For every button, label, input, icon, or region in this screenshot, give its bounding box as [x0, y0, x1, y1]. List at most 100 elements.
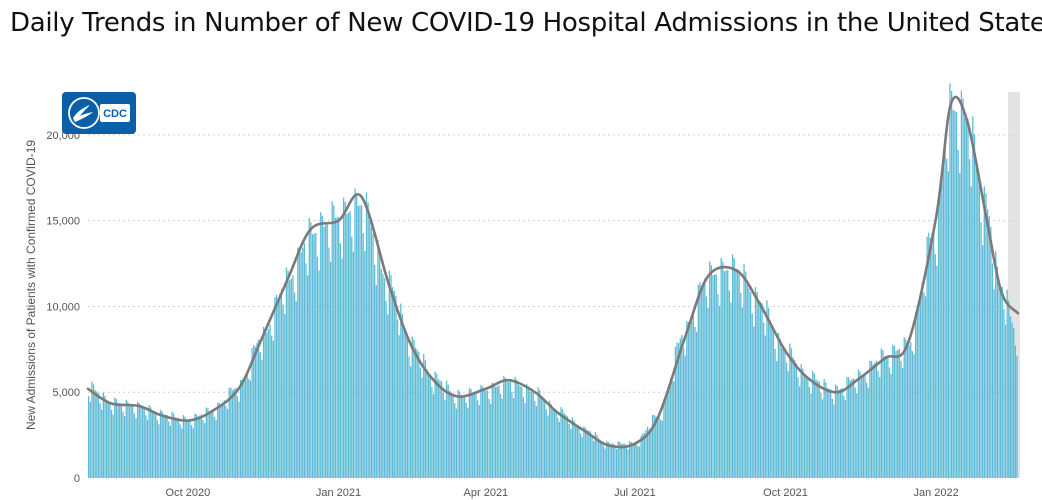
- daily-bar: [627, 449, 629, 478]
- daily-bar: [166, 414, 168, 478]
- daily-bar: [530, 391, 533, 478]
- daily-bar: [450, 392, 453, 478]
- daily-bar: [490, 403, 492, 478]
- daily-bar: [141, 407, 144, 478]
- daily-bar: [952, 109, 954, 478]
- daily-bar: [411, 336, 413, 478]
- daily-bar: [140, 406, 142, 478]
- daily-bar: [823, 379, 825, 478]
- daily-bar: [97, 393, 100, 478]
- daily-bar: [887, 355, 889, 478]
- daily-bar: [661, 420, 663, 478]
- daily-bar: [568, 423, 570, 478]
- daily-bar: [849, 380, 851, 478]
- daily-bar: [617, 441, 619, 478]
- daily-bar: [213, 417, 216, 478]
- daily-bar: [512, 398, 515, 478]
- daily-bar: [145, 415, 147, 478]
- daily-bar: [1000, 285, 1002, 478]
- daily-bar: [481, 386, 484, 478]
- daily-bar: [648, 429, 650, 478]
- daily-bar: [558, 421, 560, 478]
- daily-bar: [181, 428, 183, 478]
- daily-bar: [439, 380, 441, 478]
- daily-bar: [222, 402, 224, 478]
- daily-bar: [875, 360, 878, 478]
- daily-bar: [673, 381, 675, 478]
- daily-bar: [338, 217, 340, 479]
- daily-bar: [857, 369, 860, 478]
- cdc-logo-text: CDC: [103, 108, 127, 120]
- daily-bar: [622, 443, 624, 478]
- daily-bar: [511, 391, 513, 478]
- daily-bar: [991, 263, 994, 478]
- daily-bar: [436, 373, 438, 478]
- daily-bar: [457, 389, 459, 478]
- daily-bar: [959, 172, 961, 478]
- daily-bar: [1013, 327, 1015, 478]
- daily-bar: [313, 233, 315, 478]
- daily-bar: [257, 339, 260, 478]
- daily-bar: [92, 384, 95, 478]
- daily-bar: [722, 261, 724, 478]
- daily-bar: [910, 341, 912, 478]
- daily-bar: [789, 343, 791, 478]
- daily-bar: [792, 357, 794, 478]
- daily-bar: [612, 443, 614, 478]
- daily-bar: [678, 343, 680, 478]
- daily-bar: [454, 403, 456, 478]
- daily-bar: [601, 441, 603, 478]
- daily-bar: [805, 376, 807, 478]
- daily-bar: [122, 411, 124, 478]
- daily-bar: [326, 223, 328, 478]
- daily-bar: [321, 215, 324, 479]
- daily-bar: [877, 371, 879, 478]
- daily-bar: [934, 254, 936, 478]
- daily-bar: [555, 410, 557, 478]
- daily-bar: [635, 443, 637, 478]
- daily-bar: [452, 393, 454, 478]
- daily-bar: [872, 364, 874, 478]
- daily-bar: [756, 292, 758, 478]
- daily-bar: [352, 251, 355, 478]
- daily-bar: [807, 376, 809, 478]
- daily-bar: [393, 290, 395, 478]
- daily-bar: [323, 226, 325, 478]
- daily-bar: [712, 275, 714, 478]
- daily-bar: [403, 328, 405, 478]
- daily-bar: [625, 447, 628, 478]
- daily-bar: [1003, 309, 1005, 478]
- daily-bar: [697, 284, 699, 478]
- daily-bar: [980, 222, 982, 478]
- daily-bar: [888, 367, 891, 478]
- daily-bar: [596, 434, 598, 478]
- daily-bar: [923, 292, 925, 478]
- daily-bar: [104, 395, 106, 478]
- daily-bar: [117, 403, 119, 478]
- daily-bar: [640, 435, 642, 478]
- daily-bar: [204, 423, 206, 478]
- daily-bar: [826, 387, 829, 478]
- x-axis: Oct 2020 Jan 2021 Apr 2021 Jul 2021 Oct 2021…: [166, 487, 959, 499]
- daily-bar: [674, 346, 677, 478]
- daily-bar: [271, 335, 273, 478]
- daily-bar: [867, 387, 869, 478]
- daily-bar: [395, 295, 397, 478]
- daily-bar: [419, 367, 422, 478]
- daily-bar: [936, 266, 938, 478]
- daily-bar: [725, 270, 727, 478]
- daily-bar: [653, 414, 655, 478]
- daily-bar: [583, 426, 585, 478]
- daily-bar: [318, 270, 320, 478]
- daily-bar: [226, 408, 229, 478]
- daily-bar: [168, 421, 170, 478]
- daily-bar: [285, 267, 288, 478]
- daily-bar: [514, 376, 516, 478]
- daily-bar: [740, 292, 742, 478]
- daily-bar: [836, 385, 838, 478]
- daily-bar: [663, 400, 665, 478]
- daily-bar: [547, 415, 549, 478]
- daily-bar: [802, 368, 804, 478]
- daily-bar: [521, 387, 523, 478]
